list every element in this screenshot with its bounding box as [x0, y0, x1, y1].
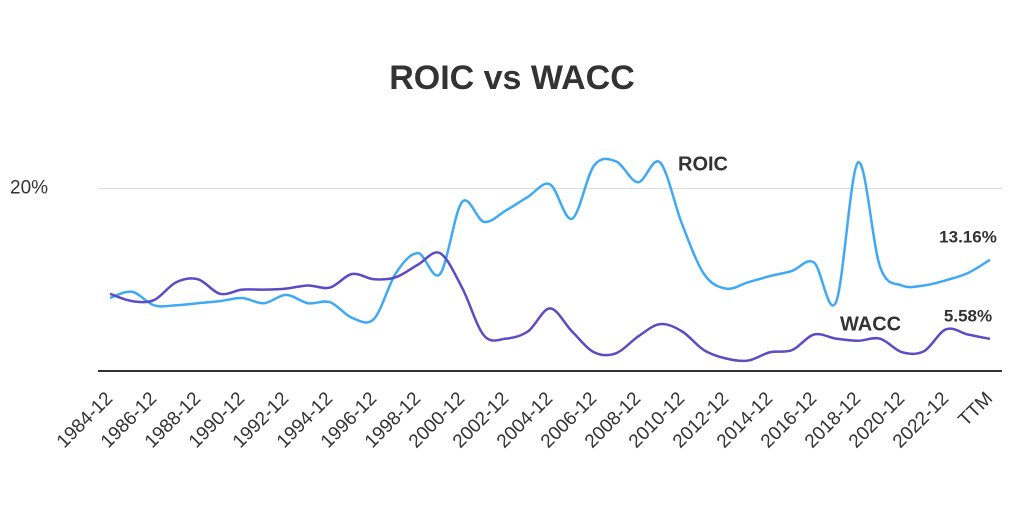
- series-line: [109, 157, 991, 324]
- value-label: 5.58%: [944, 306, 992, 325]
- y-tick-label: 20%: [10, 178, 48, 199]
- series-label: WACC: [840, 313, 901, 335]
- series-label: ROIC: [678, 153, 728, 175]
- chart-title: ROIC vs WACC: [389, 59, 635, 97]
- series-line: [109, 251, 991, 363]
- value-label: 13.16%: [939, 227, 997, 246]
- x-tick-label: TTM: [955, 388, 997, 430]
